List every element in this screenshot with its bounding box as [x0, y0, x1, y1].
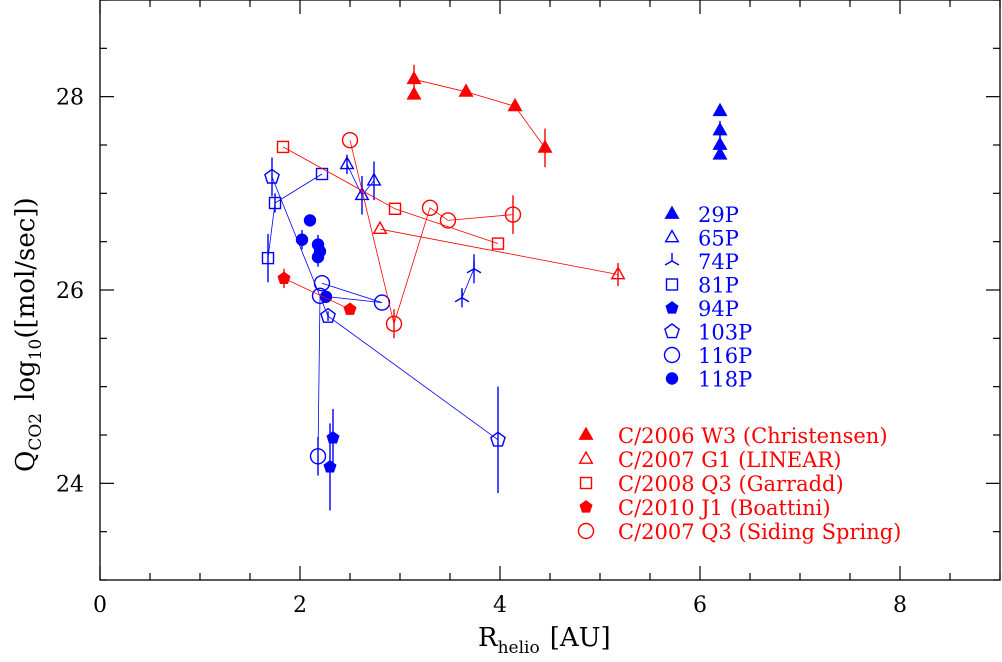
data-point [311, 250, 325, 264]
data-point [490, 431, 506, 447]
data-point [319, 290, 333, 303]
y-tick-label: 28 [56, 86, 84, 111]
data-point [712, 146, 728, 160]
legend-label: 116P [698, 344, 752, 368]
data-point [504, 206, 522, 223]
data-point [326, 431, 340, 444]
data-point [421, 199, 439, 217]
data-point [388, 202, 402, 216]
data-point [454, 289, 470, 303]
legend-marker [665, 301, 679, 314]
legend-marker [664, 205, 680, 219]
series-65p [339, 154, 382, 215]
legend-label: C/2010 J1 (Boattini) [618, 496, 831, 520]
legend-marker [665, 278, 679, 291]
x-axis-label: Rhelio [AU] [478, 623, 611, 658]
data-point [313, 275, 331, 292]
data-point [507, 97, 523, 112]
series-c-2010-j1-boattini- [277, 268, 357, 315]
data-point [610, 266, 626, 280]
y-axis-label: QCO2log10([mol/sec]) [11, 197, 46, 472]
data-point [343, 302, 357, 315]
legend-marker [579, 476, 593, 490]
series-81p [261, 167, 329, 283]
series-line [379, 228, 619, 275]
data-point [268, 196, 282, 210]
series-line [317, 282, 383, 457]
legend-label: C/2006 W3 (Christensen) [618, 424, 888, 448]
legend-marker [664, 323, 680, 339]
data-point [439, 212, 457, 229]
series-29p [712, 102, 728, 160]
plot-frame [99, 0, 1001, 581]
series-line [461, 268, 475, 298]
data-point [406, 86, 422, 100]
data-point [354, 186, 370, 201]
data-point [295, 233, 309, 246]
series-line [413, 78, 546, 149]
series-118p [295, 214, 333, 303]
data-point [264, 168, 280, 184]
legend-marker [577, 522, 595, 540]
legend-label: 103P [698, 321, 752, 345]
legend-marker [665, 372, 679, 385]
data-point [712, 102, 728, 117]
x-tick-label: 0 [93, 593, 107, 618]
legend-label: 118P [698, 368, 752, 392]
series-94p [323, 408, 340, 511]
legend-label: C/2008 Q3 (Garradd) [618, 472, 844, 496]
data-point [277, 271, 291, 284]
legend-label: 81P [698, 274, 739, 298]
x-tick-label: 4 [493, 593, 507, 618]
data-point [373, 294, 391, 311]
data-point [341, 131, 359, 149]
data-point [466, 260, 482, 274]
legend-label: 74P [698, 250, 739, 274]
svg-text:QCO2log10([mol/sec]): QCO2log10([mol/sec]) [11, 197, 46, 472]
series-103p [264, 157, 506, 493]
legend-marker [579, 500, 593, 513]
data-point [366, 172, 382, 186]
legend-label: C/2007 G1 (LINEAR) [618, 448, 841, 472]
series-c-2007-q3-siding-spring- [341, 131, 522, 339]
legend-label: C/2007 Q3 (Siding Spring) [618, 520, 901, 544]
x-tick-label: 2 [293, 593, 307, 618]
series-74p [454, 254, 482, 308]
data-point [309, 448, 327, 465]
data-point [372, 220, 388, 235]
series-c-2006-w3-christensen-2 [406, 86, 422, 100]
x-tick-label: 6 [693, 593, 707, 618]
series-line [283, 278, 351, 310]
series-line [282, 146, 499, 244]
y-tick-label: 24 [56, 472, 84, 497]
legend-marker [578, 450, 594, 464]
legend-marker [664, 229, 680, 243]
legend-marker [663, 346, 681, 364]
series-c-2006-w3-christensen- [406, 64, 553, 168]
series-c-2008-q3-garradd- [276, 140, 505, 250]
legend-marker [664, 253, 680, 266]
data-point [406, 70, 422, 85]
legend-label: 94P [698, 297, 739, 321]
legend-label: 29P [698, 203, 739, 227]
data-point [323, 460, 337, 473]
series-116p [309, 275, 391, 476]
data-point [320, 307, 336, 323]
data-point [537, 139, 553, 153]
data-point [385, 315, 403, 333]
legend-label: 65P [698, 227, 739, 251]
data-point [276, 140, 290, 154]
data-point [303, 214, 317, 227]
series-line [349, 140, 514, 326]
series-c-2007-g1-linear- [372, 220, 626, 287]
data-point [712, 122, 728, 136]
legend-marker [578, 426, 594, 440]
x-tick-label: 8 [893, 593, 907, 618]
data-point [491, 237, 505, 250]
data-point [458, 83, 474, 97]
y-tick-label: 26 [56, 279, 84, 304]
data-point [261, 251, 275, 265]
data-point [339, 155, 355, 170]
